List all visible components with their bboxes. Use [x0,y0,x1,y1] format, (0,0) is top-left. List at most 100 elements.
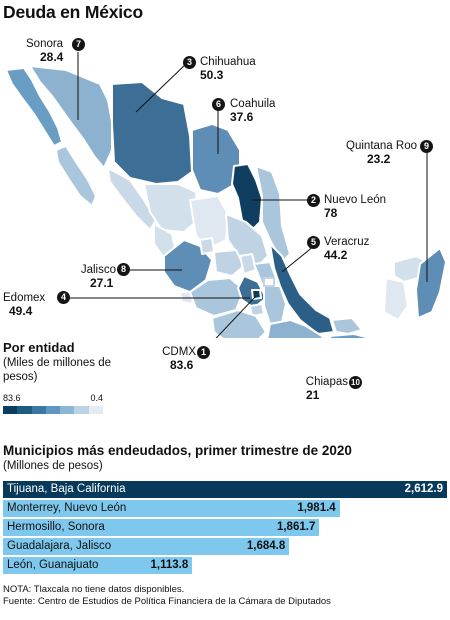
rank-badge-10: 10 [349,376,362,389]
leader-veracruz [281,245,315,273]
callout-state-name: Quintana Roo [346,140,417,152]
state-tlaxcala[interactable] [263,277,275,287]
state-sinaloa[interactable] [107,167,157,231]
callout-state-name: Chiapas [305,376,348,388]
state-guerrero[interactable] [211,309,267,338]
legend-swatch [17,406,32,414]
rank-badge-9: 9 [420,140,433,153]
bar-row: Tijuana, Baja California 2,612.9 [3,481,448,498]
bar-row: Monterrey, Nuevo León 1,981.4 [3,500,448,517]
legend-swatch [60,406,75,414]
callout-state-name: Sonora [26,38,64,50]
bar-value: 1,113.8 [150,559,189,571]
rank-badge-4: 4 [57,291,70,304]
legend-swatch [88,406,103,414]
state-veracruz[interactable] [269,243,335,335]
callout-state-name: CDMX [162,346,196,358]
callout-debt-value: 37.6 [230,110,254,124]
callout-debt-value: 28.4 [40,50,64,64]
callout-debt-value: 21 [306,388,320,402]
callout-quintana-roo: Quintana Roo 23.2 [337,140,417,166]
state-zacatecas[interactable] [189,195,229,249]
state-chihuahua[interactable] [111,81,193,185]
bar-name: Tijuana, Baja California [7,483,126,495]
bar-name: Guadalajara, Jalisco [7,540,112,552]
callout-debt-value: 44.2 [324,248,348,262]
rank-badge-2: 2 [307,194,320,207]
callout-debt-value: 50.3 [200,68,224,82]
rank-badge-3: 3 [183,56,196,69]
legend-max-label: 83.6 [3,393,21,403]
bar-row: Guadalajara, Jalisco 1,684.8 [3,538,448,555]
callout-debt-value: 23.2 [367,152,391,166]
leader-chihuahua [135,61,189,113]
page-title: Deuda en México [3,2,143,22]
rank-badge-1: 1 [197,346,210,359]
bar-monterrey: Monterrey, Nuevo León 1,981.4 [3,500,340,517]
legend-swatch [3,406,18,414]
callout-state-name: Edomex [3,292,46,304]
state-nuevo-leon[interactable] [231,163,263,231]
legend-swatch [74,406,89,414]
state-guanajuato[interactable] [213,249,245,277]
municipalities-unit: (Millones de pesos) [3,460,103,472]
note-text: NOTA: Tlaxcala no tiene datos disponible… [3,584,185,595]
callout-cdmx: CDMX 83.6 [154,346,196,372]
legend-title: Por entidad [3,340,75,355]
state-cdmx[interactable] [251,289,262,300]
callout-state-name: Nuevo León [324,194,387,206]
state-tamaulipas[interactable] [255,165,291,263]
state-campeche[interactable] [383,277,409,321]
state-morelos[interactable] [249,303,265,317]
callout-state-name: Chihuahua [200,56,256,68]
legend-swatch [45,406,61,414]
bar-value: 1,981.4 [297,502,336,514]
state-sonora[interactable] [29,65,113,169]
bar-row: León, Guanajuato 1,113.8 [3,557,448,574]
state-durango[interactable] [143,183,199,233]
rank-badge-7: 7 [72,38,85,51]
bar-value: 1,861.7 [276,521,316,533]
bar-name: Hermosillo, Sonora [7,521,105,533]
state-quintana-roo[interactable] [415,247,447,319]
legend-color-scale [3,406,103,414]
callout-edomex: Edomex 49.4 [3,292,45,318]
state-chiapas[interactable] [329,333,380,338]
callout-chiapas: Chiapas 21 [274,376,348,402]
callout-debt-value: 49.4 [9,304,33,318]
callout-state-name: Veracruz [324,236,370,248]
rank-badge-5: 5 [307,236,320,249]
source-text: Fuente: Centro de Estudios de Política F… [3,595,331,607]
callout-state-name: Jalisco [80,264,116,276]
state-aguascalientes[interactable] [199,237,215,255]
footnote: NOTA: Tlaxcala no tiene datos disponible… [3,584,331,607]
state-jalisco[interactable] [163,239,213,293]
state-baja-california-sur[interactable] [55,145,97,207]
legend-min-label: 0.4 [90,393,103,403]
leader-cdmx [215,295,257,338]
legend-unit: (Miles de millones de pesos) [3,357,112,383]
legend-swatch [31,406,46,414]
callout-state-name: Coahuila [230,98,276,110]
state-tabasco[interactable] [331,317,363,335]
bar-name: Monterrey, Nuevo León [7,502,127,514]
state-oaxaca[interactable] [266,319,326,338]
municipalities-bar-list: Tijuana, Baja California 2,612.9 Monterre… [3,481,448,576]
rank-badge-8: 8 [117,263,130,276]
callout-debt-value: 27.1 [90,276,114,290]
callout-jalisco: Jalisco 27.1 [74,264,116,290]
callout-nuevo-leon: Nuevo León 78 [324,194,386,220]
callout-sonora: Sonora 28.4 [26,38,63,64]
bar-value: 1,684.8 [246,540,286,552]
bar-value: 2,612.9 [404,483,443,495]
bar-guadalajara: Guadalajara, Jalisco 1,684.8 [3,538,290,555]
callout-chihuahua: Chihuahua 50.3 [200,56,256,82]
rank-badge-6: 6 [212,98,225,111]
bar-name: León, Guanajuato [7,559,99,571]
callout-debt-value: 83.6 [170,358,194,372]
callout-veracruz: Veracruz 44.2 [324,236,369,262]
state-michoacan[interactable] [189,277,245,317]
bar-row: Hermosillo, Sonora 1,861.7 [3,519,448,536]
state-baja-california[interactable] [5,67,63,147]
bar-leon: León, Guanajuato 1,113.8 [3,557,193,574]
